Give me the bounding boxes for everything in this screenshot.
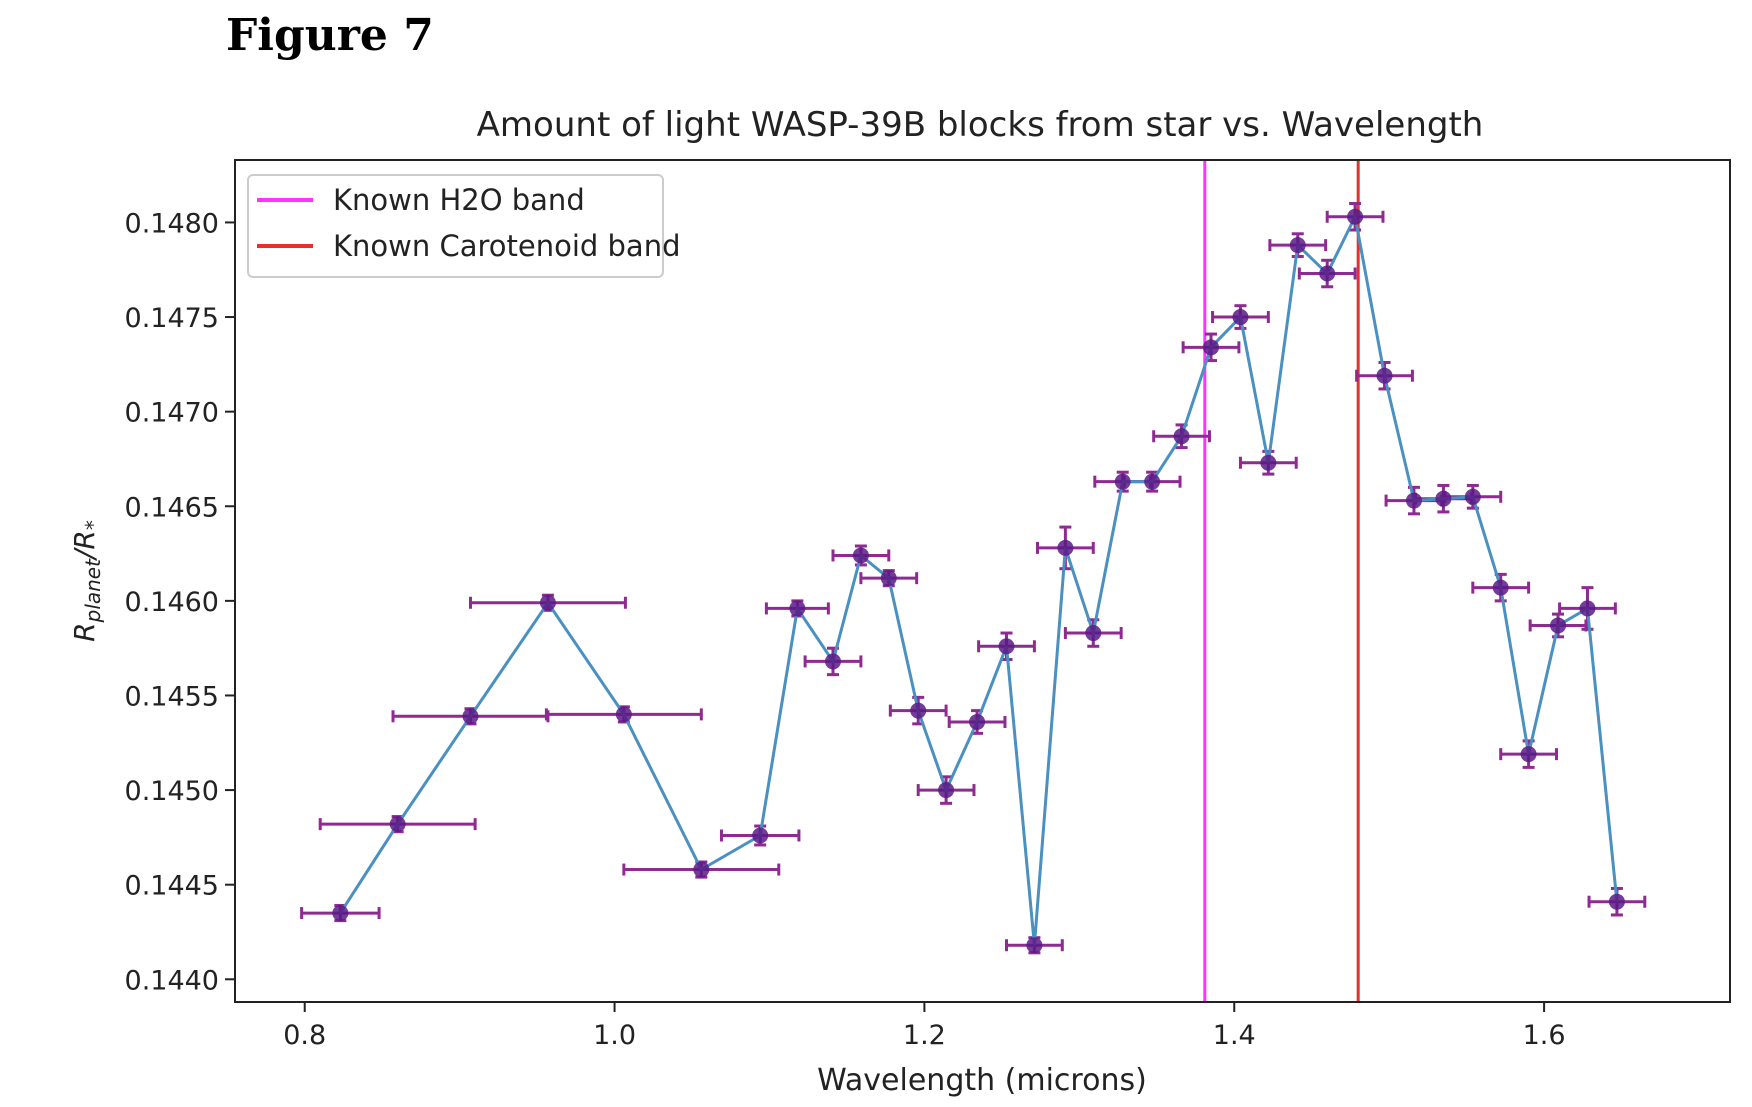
- error-bars: [300, 202, 1647, 955]
- y-axis-ticks: 0.1440 0.1445 0.1450 0.1455 0.1460 0.1465 0.14…: [125, 208, 235, 996]
- data-point-33: [1550, 617, 1567, 634]
- data-point-23: [1260, 454, 1277, 471]
- data-point-20: [1173, 428, 1190, 445]
- data-point-22: [1232, 309, 1249, 326]
- y-label-sub-star: *: [81, 520, 105, 530]
- plot-frame: [234, 159, 1731, 1003]
- data-point-12: [938, 782, 955, 799]
- band-lines: [1203, 160, 1360, 1002]
- data-point-26: [1347, 208, 1364, 225]
- x-tick-label-0: 0.8: [283, 1020, 326, 1051]
- svg-text:Rplanet/R*: Rplanet/R*: [68, 520, 105, 642]
- y-label-sub-planet: planet: [81, 558, 105, 623]
- y-tick-label-3: 0.1455: [125, 681, 219, 712]
- y-label-mid: /R: [68, 530, 101, 562]
- legend: Known H2O band Known Carotenoid band: [247, 174, 681, 278]
- data-point-32: [1520, 746, 1537, 763]
- y-tick-label-7: 0.1475: [125, 303, 219, 334]
- data-point-2: [462, 708, 479, 725]
- x-axis-label: Wavelength (microns): [817, 1063, 1147, 1098]
- data-point-25: [1319, 265, 1336, 282]
- data-point-3: [539, 594, 556, 611]
- x-tick-label-2: 1.2: [903, 1020, 946, 1051]
- data-point-5: [693, 861, 710, 878]
- data-point-34: [1579, 600, 1596, 617]
- data-point-21: [1203, 339, 1220, 356]
- legend-label-carotenoid: Known Carotenoid band: [333, 229, 681, 263]
- data-point-29: [1435, 490, 1452, 507]
- data-point-7: [789, 600, 806, 617]
- x-tick-label-1: 1.0: [593, 1020, 636, 1051]
- legend-box: [247, 174, 664, 278]
- data-point-11: [910, 702, 927, 719]
- figure-label: Figure 7: [226, 10, 434, 61]
- y-axis-label: Rplanet/R*: [68, 520, 105, 642]
- data-point-30: [1464, 488, 1481, 505]
- y-tick-label-5: 0.1465: [125, 492, 219, 523]
- data-point-27: [1376, 367, 1393, 384]
- series-line: [339, 212, 1619, 946]
- data-point-17: [1085, 625, 1102, 642]
- y-tick-label-1: 0.1445: [125, 871, 219, 902]
- data-point-19: [1144, 473, 1161, 490]
- data-point-1: [389, 816, 406, 833]
- data-point-15: [1026, 937, 1043, 954]
- data-point-28: [1405, 492, 1422, 509]
- data-points: [332, 208, 1625, 954]
- data-point-8: [825, 653, 841, 670]
- data-point-18: [1114, 473, 1131, 490]
- data-point-10: [880, 570, 897, 587]
- y-tick-label-6: 0.1470: [125, 398, 219, 429]
- data-point-16: [1057, 539, 1074, 556]
- y-tick-label-4: 0.1460: [125, 587, 219, 618]
- data-point-35: [1608, 893, 1625, 910]
- data-point-24: [1289, 237, 1306, 254]
- x-tick-label-4: 1.6: [1523, 1020, 1566, 1051]
- chart-title: Amount of light WASP-39B blocks from sta…: [477, 105, 1484, 145]
- data-point-13: [969, 713, 986, 730]
- data-point-9: [852, 547, 869, 564]
- legend-label-h2o: Known H2O band: [333, 183, 585, 217]
- y-tick-label-8: 0.1480: [125, 208, 219, 239]
- data-point-0: [332, 905, 349, 922]
- data-point-31: [1492, 579, 1509, 596]
- data-point-14: [998, 638, 1015, 655]
- data-point-6: [752, 827, 769, 844]
- x-tick-label-3: 1.4: [1213, 1020, 1256, 1051]
- x-axis-ticks: 0.8 1.0 1.2 1.4 1.6: [283, 1002, 1566, 1051]
- y-label-main: R: [68, 622, 101, 641]
- data-point-4: [615, 706, 632, 723]
- y-tick-label-2: 0.1450: [125, 776, 219, 807]
- y-tick-label-0: 0.1440: [125, 965, 219, 996]
